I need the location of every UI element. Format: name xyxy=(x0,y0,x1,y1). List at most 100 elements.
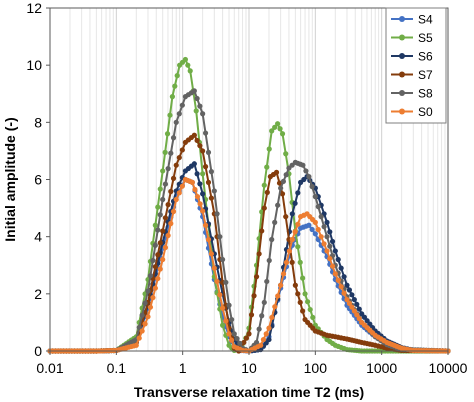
x-tick-label: 0.01 xyxy=(36,360,63,376)
legend-label: S8 xyxy=(418,87,433,101)
data-point xyxy=(168,188,174,195)
data-point xyxy=(356,316,362,322)
data-point xyxy=(260,336,267,343)
data-point xyxy=(341,274,347,280)
data-point xyxy=(189,179,195,185)
data-point xyxy=(152,242,158,248)
data-point xyxy=(217,234,223,240)
data-point xyxy=(200,191,206,197)
data-point xyxy=(309,184,315,190)
data-point xyxy=(312,231,318,237)
data-point xyxy=(258,342,264,348)
x-tick-label: 10000 xyxy=(429,360,468,376)
data-point xyxy=(237,340,243,346)
data-point xyxy=(226,331,232,337)
legend-item-s8: S8 xyxy=(391,87,433,101)
data-point xyxy=(297,299,303,306)
data-point xyxy=(261,182,267,188)
data-point xyxy=(278,185,284,191)
data-point xyxy=(289,236,295,243)
data-point xyxy=(309,226,315,233)
data-point xyxy=(272,304,278,310)
legend-item-s0: S0 xyxy=(391,105,433,119)
data-point xyxy=(162,215,169,221)
data-point xyxy=(341,290,347,296)
data-point xyxy=(139,328,145,334)
data-point xyxy=(306,222,312,228)
x-axis-title: Transverse relaxation time T2 (ms) xyxy=(134,384,364,400)
data-point xyxy=(253,339,260,346)
data-point xyxy=(248,312,255,318)
data-point xyxy=(264,278,270,285)
data-point xyxy=(162,149,168,155)
data-point xyxy=(200,111,206,117)
data-point xyxy=(295,221,301,227)
data-point xyxy=(160,168,166,174)
data-point xyxy=(155,204,161,210)
legend-label: S5 xyxy=(418,31,433,45)
data-point xyxy=(194,171,200,177)
data-point xyxy=(147,273,154,279)
x-tick-label: 0.1 xyxy=(107,360,127,376)
data-point xyxy=(160,196,166,203)
data-point xyxy=(259,228,265,234)
data-point xyxy=(202,222,209,228)
y-tick-label: 2 xyxy=(34,286,42,302)
data-point xyxy=(292,229,298,235)
data-point xyxy=(191,88,197,94)
data-point xyxy=(200,208,206,214)
data-point xyxy=(303,168,309,174)
data-point xyxy=(170,208,177,215)
data-point xyxy=(351,308,357,314)
data-point xyxy=(155,275,161,282)
data-point xyxy=(349,304,355,310)
data-point xyxy=(176,154,182,161)
data-point xyxy=(256,251,262,257)
data-point xyxy=(269,128,275,134)
data-point xyxy=(329,238,336,245)
data-point xyxy=(261,205,267,211)
data-point xyxy=(327,243,333,249)
data-point xyxy=(167,112,173,118)
data-point xyxy=(136,335,142,341)
data-point xyxy=(327,255,333,262)
data-point xyxy=(173,196,179,203)
data-point xyxy=(300,308,306,314)
data-point xyxy=(202,164,209,170)
data-point xyxy=(145,314,151,320)
data-point xyxy=(169,94,175,100)
data-point xyxy=(332,271,338,277)
data-point xyxy=(344,296,350,303)
data-point xyxy=(253,274,260,280)
data-point xyxy=(332,248,338,254)
data-point xyxy=(214,211,220,217)
data-point xyxy=(261,299,267,306)
data-point xyxy=(315,226,321,233)
data-point xyxy=(276,180,283,186)
data-point xyxy=(346,287,353,293)
data-point xyxy=(280,178,287,185)
data-point xyxy=(310,314,316,321)
data-point xyxy=(234,336,240,342)
legend-label: S0 xyxy=(418,105,433,119)
data-point xyxy=(295,190,301,196)
data-point xyxy=(335,256,341,263)
data-point xyxy=(139,312,145,318)
data-point xyxy=(305,299,311,305)
y-tick-label: 8 xyxy=(34,114,42,130)
legend-item-s6: S6 xyxy=(391,50,433,64)
data-point xyxy=(256,326,262,332)
legend-item-s4: S4 xyxy=(391,13,433,27)
data-point xyxy=(269,314,275,321)
data-point xyxy=(173,162,179,168)
data-point xyxy=(187,68,193,74)
data-point xyxy=(179,102,185,108)
data-point xyxy=(277,126,283,132)
data-point xyxy=(286,248,293,254)
data-point xyxy=(273,169,280,175)
data-point xyxy=(272,124,278,130)
data-point xyxy=(266,325,272,331)
x-tick-label: 1000 xyxy=(366,360,397,376)
data-point xyxy=(354,312,360,318)
y-tick-label: 4 xyxy=(34,229,42,245)
